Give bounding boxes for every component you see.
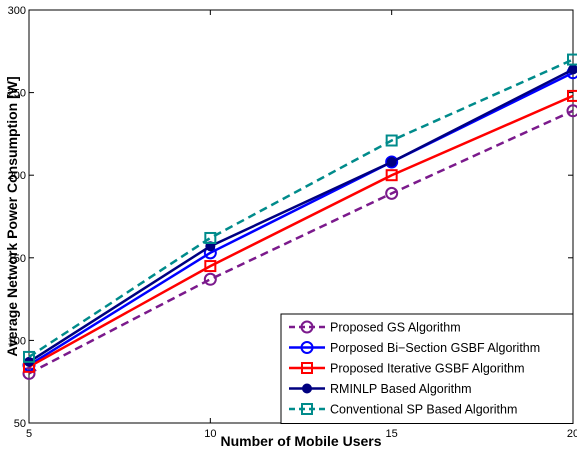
data-point — [23, 350, 35, 363]
data-point — [385, 186, 399, 200]
x-axis-label: Number of Mobile Users — [220, 433, 381, 449]
legend-marker — [302, 383, 312, 394]
series-4 — [24, 64, 577, 367]
series-layer — [22, 53, 577, 380]
x-tick-label: 10 — [204, 428, 216, 440]
legend-marker — [301, 403, 313, 415]
legend-marker — [300, 320, 314, 334]
x-tick-label: 5 — [26, 428, 32, 440]
x-tick-label: 20 — [567, 428, 577, 440]
series-line — [28, 109, 574, 375]
legend-marker — [301, 362, 313, 374]
series-3 — [23, 89, 577, 373]
data-point — [567, 53, 577, 66]
data-point — [385, 169, 398, 182]
data-point — [205, 241, 216, 252]
legend-label: Proposed Iterative GSBF Algorithm — [330, 362, 525, 376]
data-point — [22, 366, 36, 380]
legend-label: RMINLP Based Algorithm — [330, 382, 472, 396]
legend-entry: Proposed GS Algorithm — [289, 320, 461, 335]
legend-label: Porposed Bi−Section GSBF Algorithm — [330, 341, 540, 355]
series-line — [28, 71, 574, 367]
data-point — [567, 89, 577, 102]
y-tick-label: 200 — [8, 170, 26, 182]
data-point — [385, 134, 398, 147]
data-point — [204, 260, 217, 273]
series-line — [28, 58, 574, 358]
legend-marker — [300, 341, 314, 354]
y-tick-label: 50 — [14, 418, 26, 430]
y-tick-label: 250 — [8, 88, 26, 100]
series-5 — [23, 53, 577, 363]
data-point — [204, 231, 217, 244]
series-line — [28, 94, 574, 368]
legend-entry: RMINLP Based Algorithm — [289, 382, 472, 396]
legend-entry: Porposed Bi−Section GSBF Algorithm — [289, 341, 540, 355]
data-point — [385, 155, 399, 169]
data-point — [203, 272, 217, 286]
legend-label: Conventional SP Based Algorithm — [330, 403, 517, 417]
x-tick-label: 15 — [386, 428, 398, 440]
data-point — [568, 64, 577, 75]
legend-entry: Proposed Iterative GSBF Algorithm — [289, 362, 525, 376]
data-point — [386, 156, 397, 167]
y-tick-label: 150 — [8, 253, 26, 265]
y-tick-label: 100 — [8, 335, 26, 347]
legend-box — [280, 313, 574, 424]
y-axis-label: Average Network Power Consumption [W] — [4, 76, 20, 356]
series-line — [28, 68, 574, 363]
legend-entry: Conventional SP Based Algorithm — [289, 403, 517, 417]
y-tick-label: 300 — [8, 5, 26, 17]
legend-label: Proposed GS Algorithm — [330, 321, 461, 335]
series-1 — [22, 104, 577, 380]
legend: Proposed GS Algorithm Porposed Bi−Section… — [280, 313, 574, 424]
data-point — [566, 104, 577, 118]
